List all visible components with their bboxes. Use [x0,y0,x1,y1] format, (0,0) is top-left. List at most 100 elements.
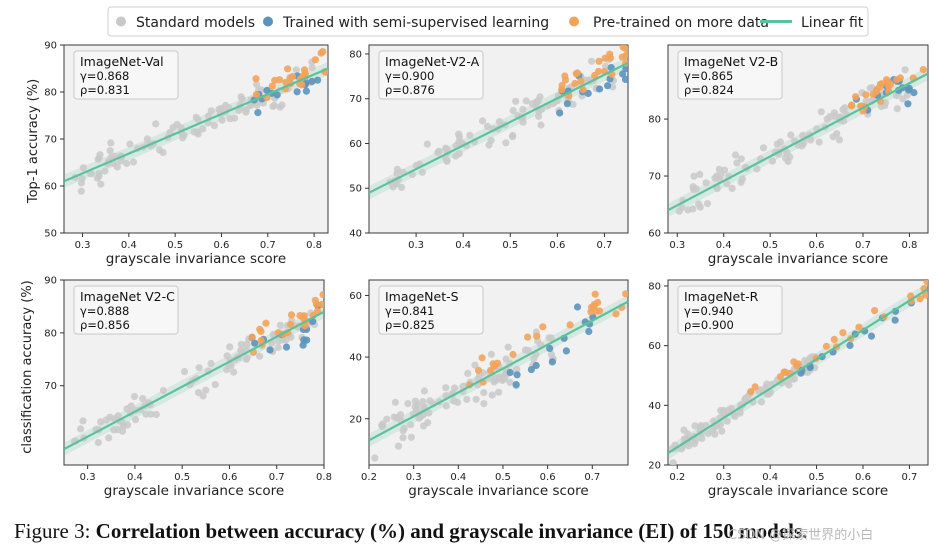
x-tick-label: 0.5 [809,472,825,483]
point-standard [210,122,218,130]
point-standard [202,386,210,394]
point-standard [123,159,131,168]
point-standard [442,402,450,410]
x-tick-label: 0.8 [316,472,332,483]
point-standard [513,365,521,373]
legend-semi-label: Trained with semi-supervised learning [282,15,549,31]
point-standard [691,437,699,445]
point-standard [407,433,415,441]
rho-value: ρ=0.825 [385,318,435,332]
point-standard [399,434,407,442]
point-semi [596,85,604,93]
point-standard [723,180,731,188]
x-tick-label: 0.7 [584,472,600,483]
y-tick-label: 40 [349,353,362,364]
point-standard [407,421,415,429]
point-standard [817,108,825,116]
rho-value: ρ=0.856 [80,318,130,332]
point-standard [152,410,160,419]
x-tick-label: 0.4 [716,240,732,251]
point-more_data [287,311,296,319]
rho-value: ρ=0.824 [684,83,734,97]
plot-content [64,48,328,195]
chart-panel-4: 0.3 0.4 0.5 0.6 0.7 0.8 70 80 90 grayscale invari… [44,276,332,500]
point-more_data [509,350,517,359]
point-standard [669,459,677,465]
point-standard [502,139,510,147]
point-standard [480,400,488,408]
point-standard [404,400,412,408]
point-semi [254,109,262,117]
stats-box [378,50,484,100]
point-semi [621,75,628,83]
point-more_data [561,72,569,80]
point-more_data [487,366,495,374]
point-more_data [262,319,270,327]
x-axis-label: grayscale invariance score [104,483,284,499]
chart-panel-1: 0.3 0.4 0.5 0.6 0.7 0.8 50 60 70 80 90 grayscale in… [44,41,329,267]
point-standard [77,179,86,187]
plot-content [668,280,928,465]
point-standard [508,133,517,141]
point-standard [195,364,203,372]
fit-line [369,61,628,194]
x-tick-label: 0.5 [762,240,778,251]
stats-box [677,50,783,100]
point-standard [419,422,428,430]
point-standard [450,397,458,405]
x-tick-label: 0.8 [901,240,917,251]
point-standard [588,57,596,65]
point-standard [737,155,745,163]
point-standard [95,170,103,178]
point-standard [396,411,405,419]
watermark: CSDN @探索世界的小白 [728,528,874,543]
point-standard [193,128,201,136]
fit-line [64,310,324,451]
point-standard [790,375,799,383]
point-more_data [591,71,599,80]
x-tick-label: 0.8 [306,240,322,251]
point-standard [270,101,278,109]
fit-line [64,67,328,183]
point-standard [675,207,684,215]
point-semi [904,86,913,94]
point-standard [77,187,85,195]
point-more_data [622,290,628,298]
point-semi [846,341,854,349]
point-standard [519,105,527,114]
point-standard [509,107,517,115]
caption-prefix: Figure 3: [14,519,91,543]
legend-standard-marker [116,16,126,27]
point-standard [757,398,766,406]
point-more_data [591,290,599,298]
x-tick-label: 0.6 [549,240,565,251]
point-standard [723,417,731,425]
point-standard [246,102,255,110]
point-more_data [311,56,319,64]
point-standard [139,395,147,403]
point-standard [152,120,160,128]
point-standard [784,157,792,166]
point-standard [698,434,706,442]
point-standard [697,424,705,432]
fit-line [668,288,928,454]
point-semi [273,91,281,99]
point-more_data [319,48,327,56]
point-semi [308,77,316,85]
point-more_data [885,82,893,90]
point-standard [899,95,907,103]
point-standard [97,418,105,426]
point-standard [411,397,419,405]
point-standard [702,179,710,187]
point-semi [512,381,520,389]
point-more_data [533,332,541,340]
point-more_data [883,76,891,84]
point-standard [442,384,450,392]
x-tick-label: 0.2 [669,472,685,483]
point-standard [226,115,234,123]
legend-semi-marker [263,16,273,27]
point-more_data [916,295,924,303]
point-standard [703,200,712,208]
y-tick-label: 80 [44,328,57,339]
point-standard [371,454,379,462]
